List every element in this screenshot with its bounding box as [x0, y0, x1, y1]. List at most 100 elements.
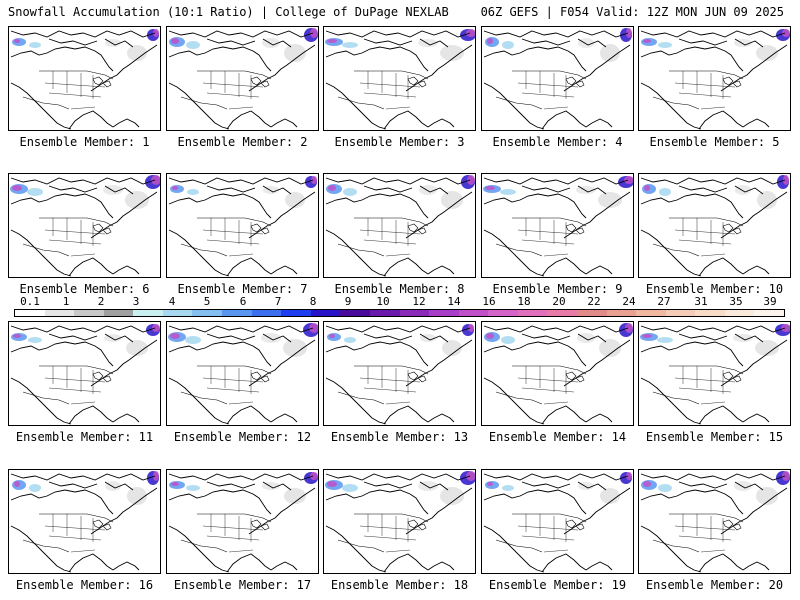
ensemble-member-panel: [166, 469, 319, 574]
colorbar-tick-label: 1: [62, 295, 70, 308]
alaska-snow-core: [328, 185, 336, 191]
north-america-map: [168, 28, 318, 130]
greenland-snow-core: [310, 28, 318, 38]
north-america-map: [325, 175, 475, 277]
north-america-map: [483, 176, 633, 277]
great-lakes: [250, 223, 270, 235]
ensemble-member-panel: [638, 26, 791, 131]
great-lakes: [407, 223, 427, 235]
arctic-islands: [168, 177, 314, 195]
ensemble-member-panel: [638, 173, 791, 278]
colorbar-swatch: [103, 310, 134, 316]
alaska-snow-core: [642, 334, 652, 338]
coastline: [10, 191, 158, 277]
colorbar-tick-label: 8: [309, 295, 317, 308]
ensemble-member-panel: [323, 173, 476, 278]
arctic-islands: [325, 177, 471, 195]
ensemble-member-label: Ensemble Member: 8: [334, 282, 465, 296]
ensemble-member-label: Ensemble Member: 15: [645, 430, 784, 444]
state-borders: [674, 71, 736, 110]
coastline: [325, 44, 473, 130]
coastline: [10, 44, 158, 130]
state-borders: [44, 366, 106, 405]
greenland-snow-core: [151, 175, 160, 185]
colorbar-swatch: [429, 310, 459, 316]
labrador-light-snow: [126, 340, 148, 356]
labrador-light-snow: [600, 488, 620, 504]
great-lakes: [565, 76, 585, 88]
arctic-light-snow: [105, 481, 121, 491]
colorbar-tick-label: 6: [239, 295, 247, 308]
state-borders: [517, 514, 579, 553]
yukon-snow-patch: [185, 336, 201, 344]
colorbar-tick-label: 3: [132, 295, 140, 308]
colorbar-tick-label: 4: [168, 295, 176, 308]
state-borders: [517, 71, 579, 110]
colorbar-swatch: [517, 310, 548, 316]
yukon-snow-patch: [659, 188, 671, 196]
ensemble-member-panel: [323, 321, 476, 426]
ensemble-member-panel: [481, 26, 634, 131]
great-lakes: [250, 76, 270, 88]
colorbar-swatch: [133, 310, 163, 316]
great-lakes: [565, 223, 585, 235]
greenland-snow-core: [783, 175, 789, 185]
yukon-snow-patch: [658, 42, 672, 48]
ensemble-member-panel: [166, 321, 319, 426]
state-borders: [674, 366, 736, 405]
alaska-snow-core: [644, 185, 650, 191]
ensemble-member-label: Ensemble Member: 5: [649, 135, 780, 149]
yukon-snow-patch: [342, 42, 358, 48]
arctic-islands: [483, 473, 629, 491]
alaska-snow-core: [14, 39, 20, 43]
colorbar-swatch: [636, 310, 666, 316]
yukon-snow-patch: [342, 484, 358, 492]
labrador-light-snow: [284, 488, 306, 504]
north-america-map: [325, 324, 474, 425]
greenland-snow-core: [466, 29, 475, 37]
country-border: [337, 365, 429, 405]
country-border: [337, 70, 429, 110]
arctic-islands: [483, 325, 629, 343]
alaska-snow-core: [172, 186, 178, 190]
coastline: [168, 44, 316, 130]
colorbar-tick-label: 31: [694, 295, 708, 308]
arctic-light-snow: [734, 481, 752, 491]
arctic-islands: [640, 325, 786, 343]
ensemble-member-panel: [166, 173, 319, 278]
yukon-snow-patch: [186, 41, 200, 49]
ensemble-member-panel: [8, 469, 161, 574]
alaska-snow-core: [487, 38, 493, 44]
greenland-snow-core: [153, 29, 159, 37]
ensemble-member-panel: [8, 321, 161, 426]
yukon-snow-patch: [502, 485, 514, 491]
colorbar-swatch: [399, 310, 430, 316]
arctic-islands: [168, 30, 314, 48]
colorbar-tick-label: 18: [517, 295, 531, 308]
country-border: [180, 513, 272, 553]
coastline: [483, 191, 631, 277]
coastline: [325, 339, 473, 425]
ensemble-member-panel: [638, 469, 791, 574]
greenland-snow-core: [310, 472, 318, 480]
country-border: [652, 365, 744, 405]
coastline: [168, 191, 316, 277]
labrador-light-snow: [125, 191, 149, 209]
alaska-snow-core: [485, 186, 495, 190]
north-america-map: [10, 324, 160, 425]
labrador-light-snow: [440, 487, 464, 505]
colorbar-swatch: [547, 310, 577, 316]
state-borders: [517, 218, 579, 257]
ensemble-member-label: Ensemble Member: 6: [19, 282, 150, 296]
yukon-snow-patch: [27, 188, 43, 196]
alaska-snow-core: [487, 482, 493, 486]
colorbar-tick-label: 7: [274, 295, 282, 308]
north-america-map: [640, 175, 789, 277]
coastline: [168, 487, 316, 573]
alaska-snow-core: [14, 481, 20, 487]
labrador-light-snow: [285, 192, 305, 208]
great-lakes: [722, 371, 742, 383]
great-lakes: [407, 371, 427, 383]
ensemble-member-label: Ensemble Member: 3: [334, 135, 465, 149]
alaska-snow-core: [486, 333, 494, 339]
